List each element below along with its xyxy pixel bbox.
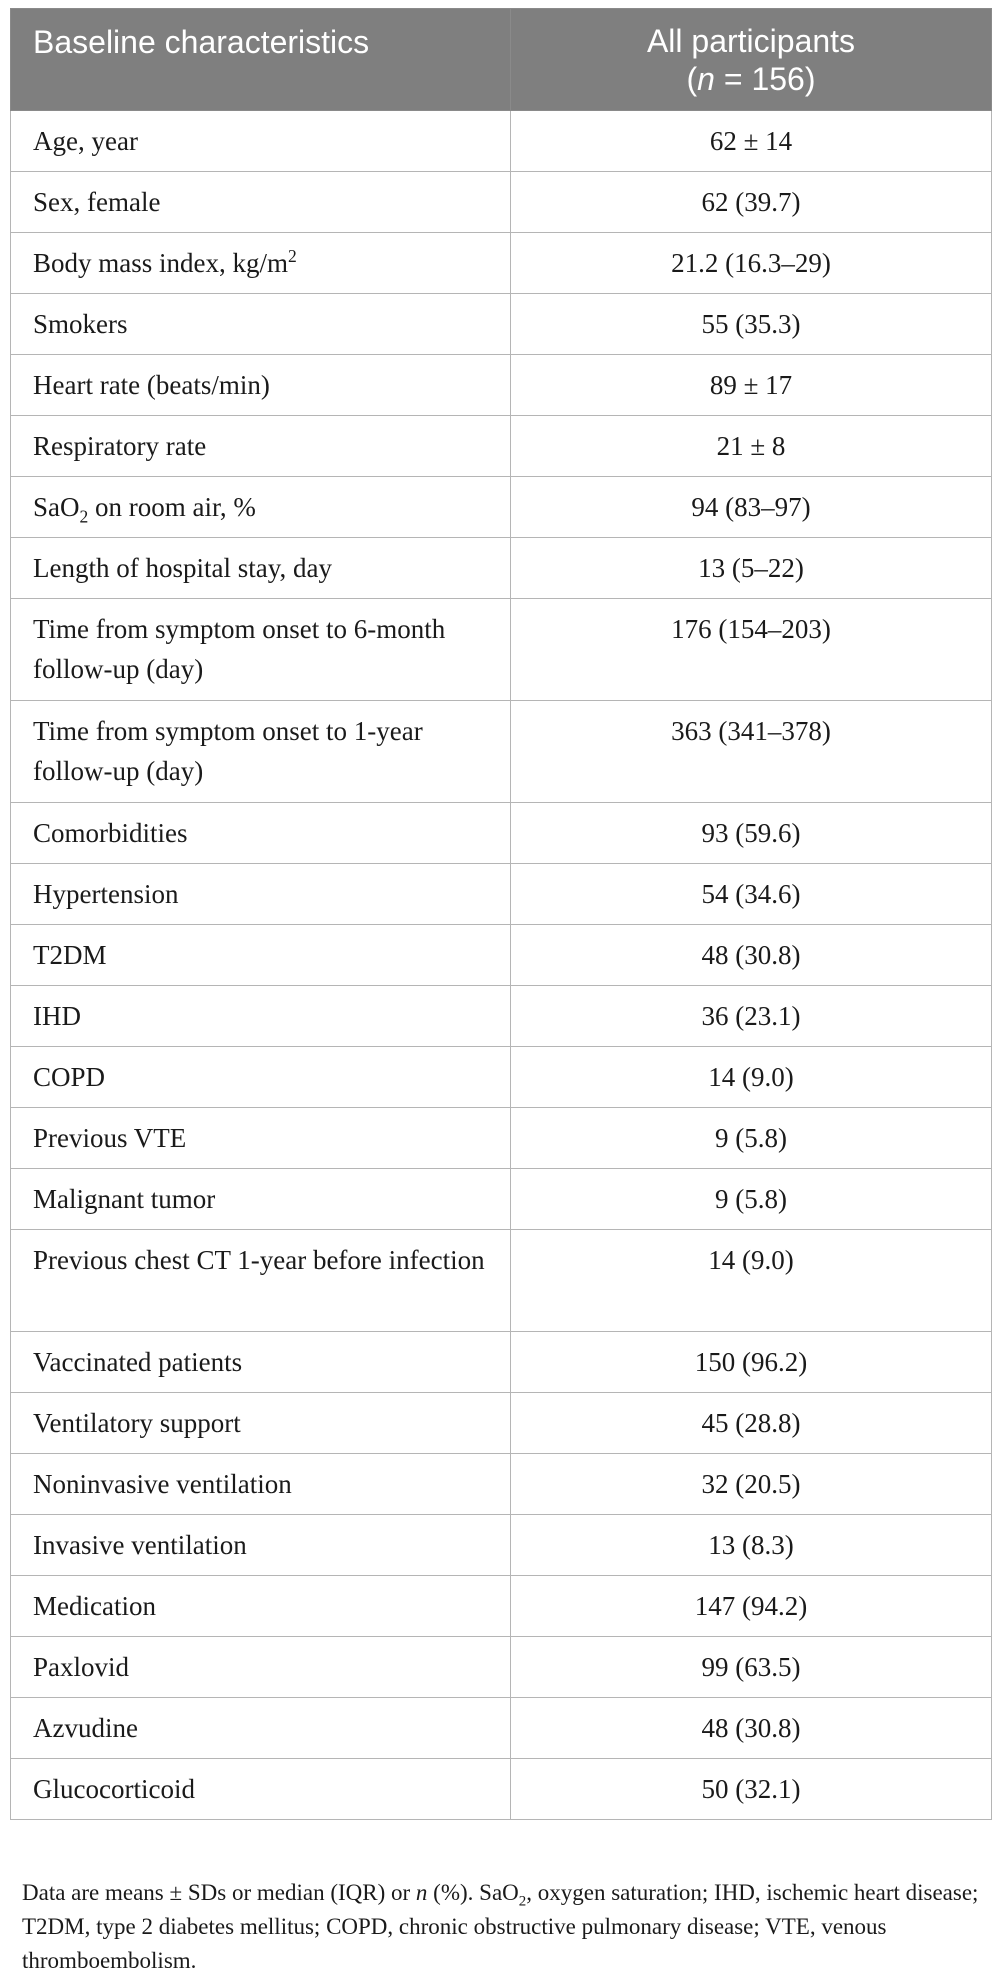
row-label: Noninvasive ventilation [10, 1453, 511, 1515]
row-value: 32 (20.5) [510, 1453, 992, 1515]
row-label: COPD [10, 1046, 511, 1108]
table-row: Previous chest CT 1-year before infectio… [10, 1229, 992, 1332]
row-label: Respiratory rate [10, 415, 511, 477]
row-value: 9 (5.8) [510, 1107, 992, 1169]
table-row: T2DM 48 (30.8) [10, 924, 992, 986]
table-row: IHD 36 (23.1) [10, 985, 992, 1047]
row-label: Previous chest CT 1-year before infectio… [10, 1229, 511, 1332]
row-label: Glucocorticoid [10, 1758, 511, 1820]
table-row: Body mass index, kg/m2 21.2 (16.3–29) [10, 232, 992, 294]
row-label: Time from symptom onset to 1-year follow… [10, 700, 511, 803]
table-row: Age, year 62 ± 14 [10, 110, 992, 172]
row-value: 94 (83–97) [510, 476, 992, 538]
table-row: Glucocorticoid 50 (32.1) [10, 1758, 992, 1820]
row-label: Comorbidities [10, 802, 511, 864]
superscript: 2 [288, 246, 297, 266]
row-value: 55 (35.3) [510, 293, 992, 355]
row-label-text: Body mass index, kg/m [33, 248, 288, 278]
row-value: 14 (9.0) [510, 1229, 992, 1332]
row-value: 150 (96.2) [510, 1331, 992, 1393]
table-row: Previous VTE 9 (5.8) [10, 1107, 992, 1169]
table-header-row: Baseline characteristics All participant… [10, 8, 992, 111]
row-label: Hypertension [10, 863, 511, 925]
table-row: COPD 14 (9.0) [10, 1046, 992, 1108]
footnote-part2: (%). SaO [427, 1880, 519, 1905]
table-row: Time from symptom onset to 1-year follow… [10, 700, 992, 803]
row-label: Malignant tumor [10, 1168, 511, 1230]
row-value: 13 (5–22) [510, 537, 992, 599]
row-value: 93 (59.6) [510, 802, 992, 864]
table-row: Invasive ventilation 13 (8.3) [10, 1514, 992, 1576]
table-row: Paxlovid 99 (63.5) [10, 1636, 992, 1698]
row-label: Length of hospital stay, day [10, 537, 511, 599]
row-label-rest: on room air, % [88, 492, 256, 522]
row-label: Previous VTE [10, 1107, 511, 1169]
header-n-italic: n [697, 60, 715, 97]
row-label: T2DM [10, 924, 511, 986]
table-row: Azvudine 48 (30.8) [10, 1697, 992, 1759]
row-value: 14 (9.0) [510, 1046, 992, 1108]
row-label: Sex, female [10, 171, 511, 233]
row-value: 363 (341–378) [510, 700, 992, 803]
footnote-part1: Data are means ± SDs or median (IQR) or [22, 1880, 416, 1905]
table-row: Comorbidities 93 (59.6) [10, 802, 992, 864]
row-label: Smokers [10, 293, 511, 355]
table-row: Heart rate (beats/min) 89 ± 17 [10, 354, 992, 416]
row-value: 54 (34.6) [510, 863, 992, 925]
table-row: Ventilatory support 45 (28.8) [10, 1392, 992, 1454]
table-row: Respiratory rate 21 ± 8 [10, 415, 992, 477]
table-row: Hypertension 54 (34.6) [10, 863, 992, 925]
row-label: IHD [10, 985, 511, 1047]
table-row: Malignant tumor 9 (5.8) [10, 1168, 992, 1230]
row-value: 48 (30.8) [510, 1697, 992, 1759]
header-n-count: = 156) [714, 60, 816, 97]
row-label: SaO2 on room air, % [10, 476, 511, 538]
row-label: Heart rate (beats/min) [10, 354, 511, 416]
row-label: Body mass index, kg/m2 [10, 232, 511, 294]
row-label-text: SaO [33, 492, 80, 522]
row-value: 13 (8.3) [510, 1514, 992, 1576]
table-row: SaO2 on room air, % 94 (83–97) [10, 476, 992, 538]
header-all-participants: All participants (n = 156) [510, 8, 992, 111]
row-value: 21 ± 8 [510, 415, 992, 477]
row-label: Ventilatory support [10, 1392, 511, 1454]
row-label: Vaccinated patients [10, 1331, 511, 1393]
table-footnote: Data are means ± SDs or median (IQR) or … [22, 1876, 982, 1978]
row-value: 99 (63.5) [510, 1636, 992, 1698]
table-row: Noninvasive ventilation 32 (20.5) [10, 1453, 992, 1515]
row-value: 62 (39.7) [510, 171, 992, 233]
row-label: Invasive ventilation [10, 1514, 511, 1576]
row-value: 21.2 (16.3–29) [510, 232, 992, 294]
table-row: Sex, female 62 (39.7) [10, 171, 992, 233]
baseline-characteristics-table: Baseline characteristics All participant… [10, 8, 992, 1820]
table-row: Smokers 55 (35.3) [10, 293, 992, 355]
table-row: Medication 147 (94.2) [10, 1575, 992, 1637]
header-baseline-characteristics: Baseline characteristics [10, 8, 511, 111]
row-value: 36 (23.1) [510, 985, 992, 1047]
row-value: 9 (5.8) [510, 1168, 992, 1230]
row-label: Medication [10, 1575, 511, 1637]
row-label: Azvudine [10, 1697, 511, 1759]
row-label: Time from symptom onset to 6-month follo… [10, 598, 511, 701]
footnote-n-italic: n [415, 1880, 428, 1905]
row-value: 48 (30.8) [510, 924, 992, 986]
table-row: Time from symptom onset to 6-month follo… [10, 598, 992, 701]
row-value: 62 ± 14 [510, 110, 992, 172]
header-all-participants-label: All participants [646, 22, 856, 59]
table-row: Length of hospital stay, day 13 (5–22) [10, 537, 992, 599]
row-label: Paxlovid [10, 1636, 511, 1698]
table-row: Vaccinated patients 150 (96.2) [10, 1331, 992, 1393]
footnote-subscript: 2 [518, 1893, 527, 1910]
row-value: 176 (154–203) [510, 598, 992, 701]
subscript: 2 [79, 506, 89, 527]
row-value: 147 (94.2) [510, 1575, 992, 1637]
row-value: 50 (32.1) [510, 1758, 992, 1820]
row-value: 45 (28.8) [510, 1392, 992, 1454]
footnote-part3: , oxygen saturation; IHD, ischemic heart… [22, 1880, 979, 1973]
row-label: Age, year [10, 110, 511, 172]
row-value: 89 ± 17 [510, 354, 992, 416]
